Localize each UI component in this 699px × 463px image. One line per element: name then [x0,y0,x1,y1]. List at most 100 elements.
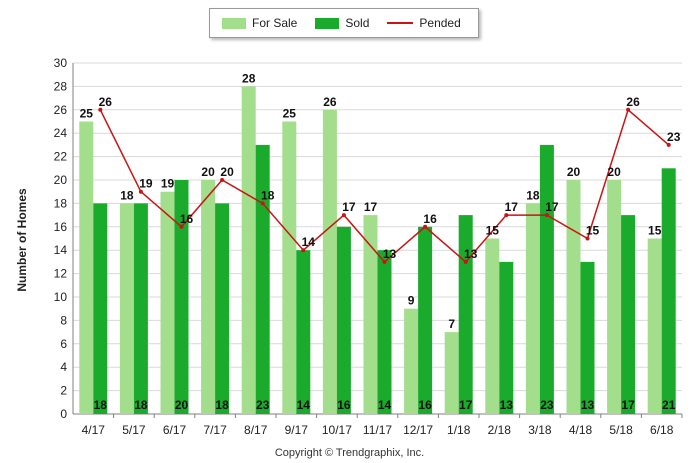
label-sold: 13 [581,398,595,412]
label-sold: 18 [94,398,108,412]
label-for-sale: 26 [323,95,337,109]
label-for-sale: 25 [80,107,94,121]
y-tick-label: 24 [54,126,68,140]
y-tick-label: 10 [54,290,68,304]
label-sold: 16 [337,398,351,412]
y-tick-label: 0 [60,407,67,421]
label-for-sale: 19 [161,177,175,191]
label-pended: 19 [139,177,153,191]
x-tick-label: 9/17 [285,423,309,437]
label-sold: 14 [378,398,392,412]
bar-for-sale [647,238,662,414]
label-for-sale: 20 [607,165,621,179]
bar-for-sale [160,191,175,414]
bar-sold [621,215,636,414]
y-tick-label: 28 [54,79,68,93]
pended-point [98,107,103,112]
label-sold: 20 [175,398,189,412]
label-for-sale: 9 [408,294,415,308]
label-pended: 16 [180,212,194,226]
bar-sold [377,250,392,414]
label-pended: 23 [667,130,681,144]
bar-for-sale [282,121,297,414]
bar-for-sale [444,332,459,414]
pended-point [423,224,428,229]
label-for-sale: 18 [120,188,134,202]
legend-item-sold: Sold [315,16,369,30]
legend-item-for-sale: For Sale [222,16,297,30]
label-for-sale: 28 [242,71,256,85]
bar-sold [458,215,473,414]
x-tick-label: 10/17 [322,423,352,437]
label-sold: 17 [621,398,635,412]
bar-for-sale [119,203,134,414]
bar-sold [296,250,311,414]
pended-point [585,236,590,241]
x-tick-label: 4/18 [569,423,593,437]
pended-point [666,142,671,147]
pended-point [504,213,509,218]
label-sold: 18 [215,398,229,412]
label-sold: 17 [459,398,473,412]
x-tick-label: 2/18 [488,423,512,437]
label-sold: 23 [540,398,554,412]
chart-legend: For Sale Sold Pended [209,8,479,38]
y-tick-label: 22 [54,150,68,164]
bar-for-sale [201,180,216,414]
copyright-text: Copyright © Trendgraphix, Inc. [274,447,425,459]
y-tick-label: 2 [60,384,67,398]
x-tick-label: 1/18 [447,423,471,437]
bar-sold [661,168,676,414]
bar-for-sale [363,215,378,414]
x-tick-label: 4/17 [82,423,106,437]
pended-point [382,259,387,264]
bar-for-sale [607,180,622,414]
bar-for-sale [322,109,337,415]
label-for-sale: 25 [283,107,297,121]
pended-point [626,107,631,112]
bar-sold [133,203,148,414]
bar-sold [93,203,108,414]
x-tick-label: 6/17 [163,423,187,437]
label-pended: 13 [464,247,478,261]
label-pended: 16 [423,212,437,226]
y-tick-label: 30 [54,56,68,70]
bar-for-sale [404,308,419,414]
x-tick-label: 11/17 [363,423,392,437]
pended-point [544,213,549,218]
label-pended: 18 [261,188,275,202]
label-pended: 20 [220,165,234,179]
x-tick-label: 7/17 [203,423,227,437]
x-tick-label: 8/17 [244,423,268,437]
x-tick-label: 3/18 [528,423,552,437]
y-tick-label: 18 [54,196,68,210]
pended-point [341,213,346,218]
label-for-sale: 15 [486,224,500,238]
label-pended: 17 [342,200,356,214]
label-pended: 17 [505,200,519,214]
bar-sold [255,144,270,414]
legend-label-pended: Pended [419,16,461,30]
label-for-sale: 7 [448,317,455,331]
label-pended: 15 [586,224,600,238]
y-tick-label: 26 [54,103,68,117]
bar-for-sale [566,180,581,414]
label-sold: 14 [297,398,311,412]
label-for-sale: 18 [526,188,540,202]
label-for-sale: 15 [648,224,662,238]
label-for-sale: 20 [201,165,215,179]
bar-for-sale [79,121,94,414]
bar-sold [336,226,351,414]
legend-swatch-sold [315,17,340,29]
y-tick-label: 14 [54,243,68,257]
label-pended: 14 [302,235,316,249]
label-for-sale: 20 [567,165,581,179]
bar-for-sale [241,86,256,415]
legend-label-for-sale: For Sale [252,16,298,30]
bar-sold [418,226,433,414]
pended-point [301,248,306,253]
label-sold: 13 [500,398,514,412]
y-tick-label: 4 [60,360,67,374]
pended-point [179,224,184,229]
